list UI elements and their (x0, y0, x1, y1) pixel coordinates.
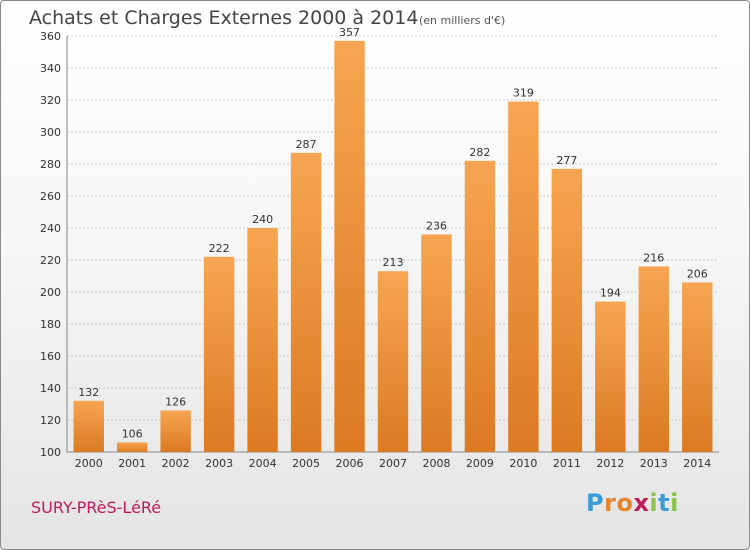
x-tick-label-2012: 2012 (596, 457, 624, 470)
y-tick-label: 260 (40, 190, 61, 203)
y-tick-label: 320 (40, 94, 61, 107)
bar-2005[interactable] (290, 152, 322, 453)
data-label-2008: 236 (426, 219, 447, 232)
bar-2008[interactable] (421, 234, 452, 452)
x-tick-label-2001: 2001 (118, 457, 146, 470)
chart-unit: (en milliers d'€) (419, 14, 506, 27)
y-tick-label: 220 (40, 254, 61, 267)
proxiti-logo[interactable]: Proxiti (586, 489, 679, 517)
data-label-2002: 126 (165, 395, 186, 408)
logo-letter: x (633, 489, 650, 517)
bar-2012[interactable] (595, 301, 626, 452)
bar-2001[interactable] (116, 442, 148, 452)
logo-letter: t (658, 489, 671, 517)
x-tick-label-2005: 2005 (292, 457, 320, 470)
y-tick-label: 180 (40, 318, 61, 331)
data-label-2013: 216 (643, 251, 664, 264)
data-label-2014: 206 (687, 267, 708, 280)
x-tick-label-2007: 2007 (379, 457, 407, 470)
x-tick-label-2008: 2008 (422, 457, 450, 470)
x-tick-label-2009: 2009 (466, 457, 494, 470)
y-tick-label: 200 (40, 286, 61, 299)
bar-2002[interactable] (160, 410, 191, 452)
x-tick-label-2002: 2002 (162, 457, 190, 470)
y-tick-label: 240 (40, 222, 61, 235)
y-tick-label: 100 (40, 446, 61, 459)
bar-2004[interactable] (247, 228, 278, 452)
commune-name: SURY-PRèS-LéRé (31, 498, 162, 517)
y-tick-label: 120 (40, 414, 61, 427)
logo-letter: P (586, 489, 605, 517)
logo-letter: o (616, 489, 634, 517)
logo-letter: i (649, 489, 659, 517)
chart-title: Achats et Charges Externes 2000 à 2014 (29, 7, 419, 29)
data-label-2001: 106 (122, 427, 143, 440)
bar-2003[interactable] (203, 256, 235, 452)
data-label-2004: 240 (252, 213, 273, 226)
data-label-2010: 319 (513, 87, 534, 100)
x-tick-label-2003: 2003 (205, 457, 233, 470)
data-label-2003: 222 (209, 242, 230, 255)
bar-2000[interactable] (73, 400, 104, 452)
y-tick-label: 160 (40, 350, 61, 363)
logo-letter: r (604, 489, 617, 517)
x-tick-label-2013: 2013 (640, 457, 668, 470)
x-tick-label-2000: 2000 (75, 457, 103, 470)
bar-2013[interactable] (638, 266, 670, 452)
y-tick-label: 300 (40, 126, 61, 139)
y-tick-label: 140 (40, 382, 61, 395)
data-label-2000: 132 (78, 386, 99, 399)
data-label-2006: 357 (339, 26, 360, 39)
x-tick-label-2006: 2006 (336, 457, 364, 470)
bar-2014[interactable] (682, 282, 713, 452)
data-label-2011: 277 (556, 154, 577, 167)
data-label-2012: 194 (600, 287, 621, 300)
bar-2007[interactable] (377, 271, 409, 452)
y-tick-label: 280 (40, 158, 61, 171)
x-tick-label-2010: 2010 (509, 457, 537, 470)
bar-2009[interactable] (464, 160, 496, 453)
y-tick-label: 360 (40, 30, 61, 43)
data-label-2009: 282 (469, 146, 490, 159)
data-label-2005: 287 (296, 138, 317, 151)
x-tick-label-2004: 2004 (249, 457, 277, 470)
logo-letter: i (670, 489, 679, 517)
y-tick-label: 340 (40, 62, 61, 75)
data-label-2007: 213 (383, 256, 404, 269)
x-tick-label-2011: 2011 (553, 457, 581, 470)
bar-2010[interactable] (508, 101, 539, 452)
bar-2006[interactable] (334, 40, 365, 453)
bar-2011[interactable] (551, 168, 583, 453)
x-tick-label-2014: 2014 (683, 457, 711, 470)
